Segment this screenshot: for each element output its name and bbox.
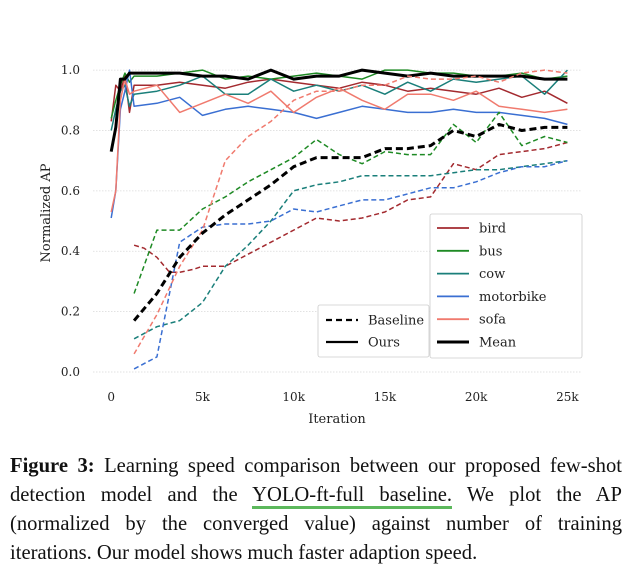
caption-label: Figure 3: <box>10 455 95 477</box>
line-ours-bird <box>110 75 568 122</box>
x-tick-label: 25k <box>556 390 579 404</box>
y-tick-label: 0.2 <box>61 305 80 319</box>
legend-sofa-label: sofa <box>479 313 506 328</box>
y-tick-label: 0.0 <box>61 365 80 379</box>
caption-text-after: We plot the AP (normalized by the conver… <box>10 484 622 564</box>
line-ours-sofa <box>110 78 568 213</box>
y-tick-label: 0.6 <box>61 184 80 198</box>
x-tick-label: 20k <box>465 390 488 404</box>
line-ours-motorbike <box>110 69 568 219</box>
line-baseline-motorbike <box>133 159 568 370</box>
y-tick-label: 1.0 <box>61 63 80 77</box>
y-tick-label: 0.8 <box>61 123 80 137</box>
series-lines <box>109 68 568 370</box>
x-tick-label: 15k <box>374 390 397 404</box>
x-axis-ticks: 0 5k 10k 15k 20k 25k <box>107 390 579 404</box>
legend-bird-label: bird <box>479 222 506 237</box>
legend-mean-label: Mean <box>479 336 517 351</box>
legend-ours-label: Ours <box>368 336 400 351</box>
caption-highlight: YOLO-ft-full baseline. <box>252 484 453 509</box>
x-tick-label: 5k <box>195 390 211 404</box>
x-tick-label: 0 <box>107 390 115 404</box>
caption-text-before: Learning speed comparison between our pr… <box>10 455 622 506</box>
y-axis-ticks: 0.0 0.2 0.4 0.6 0.8 1.0 <box>61 63 80 379</box>
legend-baseline-label: Baseline <box>368 314 424 329</box>
legend-methods: Baseline Ours <box>317 304 430 358</box>
figure-caption: Figure 3: Learning speed comparison betw… <box>10 452 622 568</box>
legend-cow-label: cow <box>479 267 505 282</box>
x-axis-label: Iteration <box>308 412 366 427</box>
legend-methods-frame <box>317 304 430 358</box>
line-baseline-mean <box>132 122 568 322</box>
learning-speed-chart: 0.0 0.2 0.4 0.6 0.8 1.0 0 5k 10k 15k 20k 25k Norma… <box>39 63 583 427</box>
line-ours-cow <box>110 69 568 131</box>
line-baseline-cow <box>133 159 568 340</box>
line-ours-mean <box>109 68 568 152</box>
legend-classes: bird bus cow motorbike sofa Mean <box>429 213 583 359</box>
y-tick-label: 0.4 <box>61 244 80 258</box>
line-baseline-sofa <box>133 69 568 355</box>
x-tick-label: 10k <box>282 390 305 404</box>
y-axis-label: Normalized AP <box>39 163 54 262</box>
legend-motorbike-label: motorbike <box>479 290 547 305</box>
legend-bus-label: bus <box>479 244 502 259</box>
